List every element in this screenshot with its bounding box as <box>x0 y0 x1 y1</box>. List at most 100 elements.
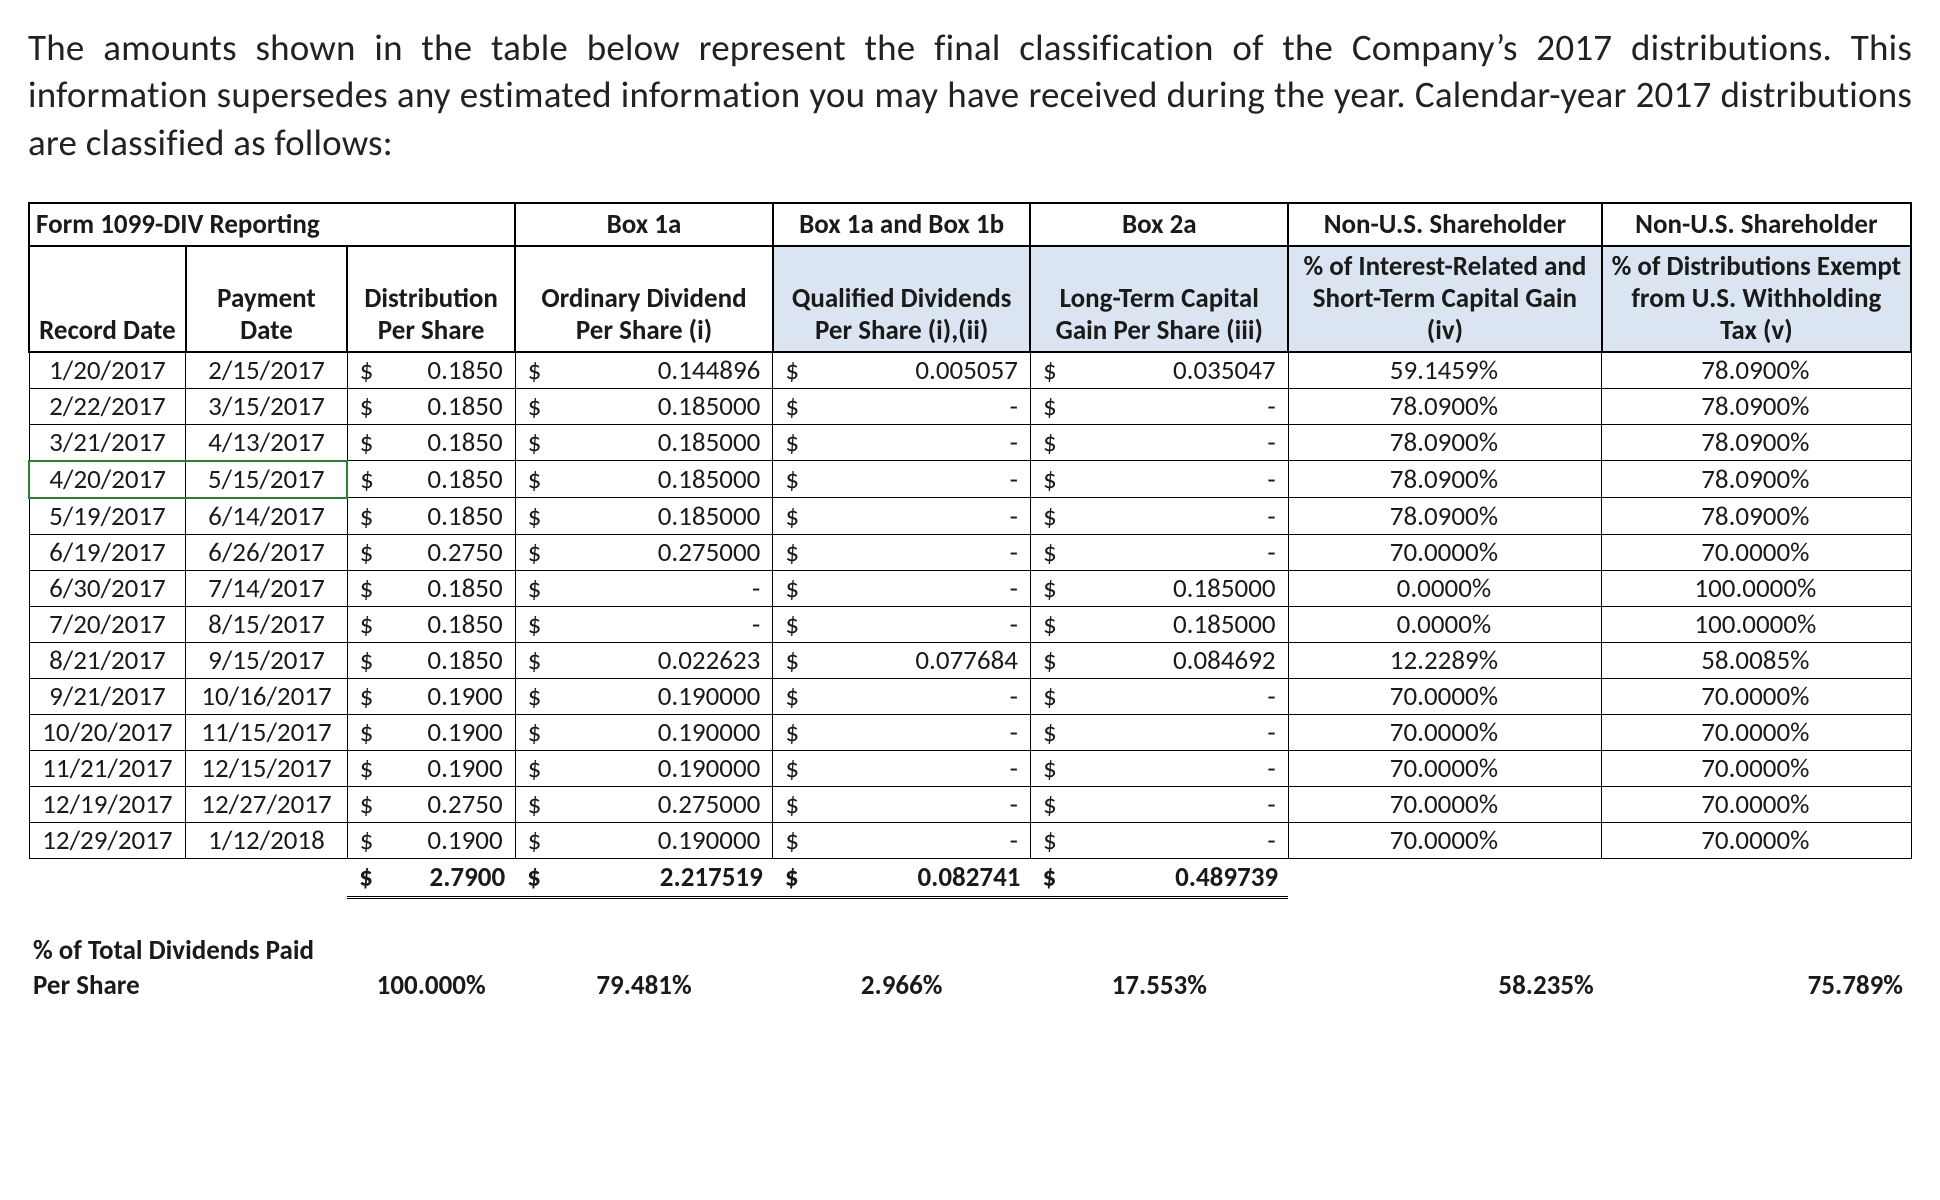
table-body: 1/20/20172/15/2017$0.1850$0.144896$0.005… <box>29 352 1911 859</box>
cell-date: 12/29/2017 <box>29 822 186 858</box>
cell-dollar: $- <box>773 714 1031 750</box>
cell-dollar: $0.185000 <box>515 461 773 498</box>
footer-pct-box1a1b: 2.966% <box>773 968 1031 1003</box>
table-row: 12/29/20171/12/2018$0.1900$0.190000$-$-7… <box>29 822 1911 858</box>
cell-dollar: $0.1900 <box>347 822 515 858</box>
cell-percent: 70.0000% <box>1602 534 1911 570</box>
cell-percent: 100.0000% <box>1602 606 1911 642</box>
cell-date: 10/20/2017 <box>29 714 186 750</box>
cell-dollar: $0.1850 <box>347 570 515 606</box>
footer-label-line2: Per Share <box>29 968 347 1003</box>
cell-dollar: $- <box>1030 678 1288 714</box>
cell-percent: 0.0000% <box>1288 570 1602 606</box>
cell-percent: 78.0900% <box>1602 388 1911 424</box>
cell-dollar: $0.185000 <box>1030 570 1288 606</box>
cell-dollar: $0.1850 <box>347 498 515 535</box>
cell-dollar: $- <box>515 606 773 642</box>
table-row: 9/21/201710/16/2017$0.1900$0.190000$-$-7… <box>29 678 1911 714</box>
cell-percent: 70.0000% <box>1288 786 1602 822</box>
cell-percent: 78.0900% <box>1602 424 1911 461</box>
cell-percent: 59.1459% <box>1288 352 1602 389</box>
cell-date: 6/14/2017 <box>186 498 347 535</box>
cell-dollar: $- <box>773 424 1031 461</box>
col-ordinary-dividend: Ordinary Dividend Per Share (i) <box>515 246 773 352</box>
cell-date: 5/19/2017 <box>29 498 186 535</box>
intro-paragraph: The amounts shown in the table below rep… <box>28 24 1912 166</box>
cell-dollar: $0.022623 <box>515 642 773 678</box>
cell-date: 3/15/2017 <box>186 388 347 424</box>
table-row: 11/21/201712/15/2017$0.1900$0.190000$-$-… <box>29 750 1911 786</box>
cell-percent: 78.0900% <box>1602 498 1911 535</box>
cell-date: 8/15/2017 <box>186 606 347 642</box>
table-row: 3/21/20174/13/2017$0.1850$0.185000$-$-78… <box>29 424 1911 461</box>
cell-dollar: $- <box>773 750 1031 786</box>
cell-dollar: $0.1850 <box>347 352 515 389</box>
cell-dollar: $- <box>1030 424 1288 461</box>
cell-percent: 78.0900% <box>1602 352 1911 389</box>
table-row: 4/20/20175/15/2017$0.1850$0.185000$-$-78… <box>29 461 1911 498</box>
footer-label-row-1: % of Total Dividends Paid <box>29 933 1911 968</box>
cell-percent: 70.0000% <box>1288 714 1602 750</box>
cell-dollar: $0.2750 <box>347 534 515 570</box>
cell-percent: 0.0000% <box>1288 606 1602 642</box>
cell-dollar: $0.185000 <box>1030 606 1288 642</box>
cell-dollar: $0.185000 <box>515 498 773 535</box>
cell-dollar: $- <box>773 570 1031 606</box>
cell-percent: 70.0000% <box>1602 822 1911 858</box>
cell-date: 2/22/2017 <box>29 388 186 424</box>
table-row: 8/21/20179/15/2017$0.1850$0.022623$0.077… <box>29 642 1911 678</box>
cell-date: 10/16/2017 <box>186 678 347 714</box>
cell-dollar: $- <box>515 570 773 606</box>
cell-dollar: $0.2750 <box>347 786 515 822</box>
cell-percent: 78.0900% <box>1602 461 1911 498</box>
cell-percent: 70.0000% <box>1288 678 1602 714</box>
cell-dollar: $0.190000 <box>515 714 773 750</box>
header-row-columns: Record Date Payment Date Distribution Pe… <box>29 246 1911 352</box>
footer-label-line1: % of Total Dividends Paid <box>29 933 1911 968</box>
cell-percent: 70.0000% <box>1288 750 1602 786</box>
cell-percent: 70.0000% <box>1602 714 1911 750</box>
header-nonus-1: Non-U.S. Shareholder <box>1288 203 1602 246</box>
cell-percent: 78.0900% <box>1288 424 1602 461</box>
cell-percent: 70.0000% <box>1288 534 1602 570</box>
cell-dollar: $- <box>773 678 1031 714</box>
distributions-table: Form 1099-DIV Reporting Box 1a Box 1a an… <box>28 202 1912 1003</box>
table-row: 12/19/201712/27/2017$0.2750$0.275000$-$-… <box>29 786 1911 822</box>
cell-dollar: $0.035047 <box>1030 352 1288 389</box>
cell-dollar: $0.275000 <box>515 534 773 570</box>
cell-dollar: $0.185000 <box>515 424 773 461</box>
header-box1a-1b: Box 1a and Box 1b <box>773 203 1031 246</box>
table-row: 5/19/20176/14/2017$0.1850$0.185000$-$-78… <box>29 498 1911 535</box>
cell-dollar: $0.275000 <box>515 786 773 822</box>
cell-date: 12/27/2017 <box>186 786 347 822</box>
cell-dollar: $- <box>1030 498 1288 535</box>
cell-percent: 70.0000% <box>1288 822 1602 858</box>
cell-dollar: $- <box>773 786 1031 822</box>
col-pct-interest: % of Interest-Related and Short-Term Cap… <box>1288 246 1602 352</box>
cell-date: 7/20/2017 <box>29 606 186 642</box>
table-row: 1/20/20172/15/2017$0.1850$0.144896$0.005… <box>29 352 1911 389</box>
table-row: 2/22/20173/15/2017$0.1850$0.185000$-$-78… <box>29 388 1911 424</box>
footer-pct-interest: 58.235% <box>1288 968 1602 1003</box>
header-nonus-2: Non-U.S. Shareholder <box>1602 203 1911 246</box>
cell-dollar: $0.1900 <box>347 678 515 714</box>
cell-dollar: $0.084692 <box>1030 642 1288 678</box>
cell-dollar: $0.185000 <box>515 388 773 424</box>
cell-date: 6/30/2017 <box>29 570 186 606</box>
footer-pct-exempt: 75.789% <box>1602 968 1911 1003</box>
total-box2a: $0.489739 <box>1030 858 1288 897</box>
col-dist-per-share: Distribution Per Share <box>347 246 515 352</box>
cell-dollar: $- <box>773 606 1031 642</box>
header-form-1099: Form 1099-DIV Reporting <box>29 203 515 246</box>
header-box1a: Box 1a <box>515 203 773 246</box>
total-box1a1b: $0.082741 <box>773 858 1031 897</box>
cell-dollar: $- <box>1030 461 1288 498</box>
cell-date: 11/15/2017 <box>186 714 347 750</box>
cell-date: 2/15/2017 <box>186 352 347 389</box>
table-row: 7/20/20178/15/2017$0.1850$-$-$0.1850000.… <box>29 606 1911 642</box>
cell-percent: 70.0000% <box>1602 678 1911 714</box>
cell-percent: 58.0085% <box>1602 642 1911 678</box>
cell-date: 1/20/2017 <box>29 352 186 389</box>
cell-dollar: $0.190000 <box>515 678 773 714</box>
cell-date: 1/12/2018 <box>186 822 347 858</box>
